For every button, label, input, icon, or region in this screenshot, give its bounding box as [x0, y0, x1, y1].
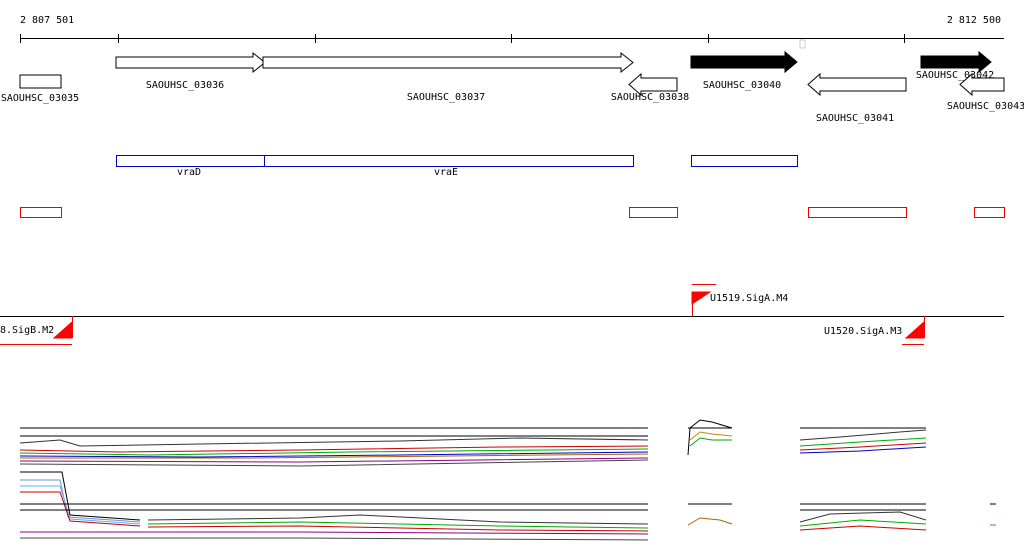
gene-label: SAOUHSC_03043: [947, 101, 1024, 112]
gene-arrow: [959, 72, 1005, 97]
gene-arrow: [262, 51, 634, 74]
gene-arrow: [807, 72, 907, 97]
promoter-marks: [0, 284, 925, 345]
operon-box: [264, 155, 634, 167]
gene-label: SAOUHSC_03035: [1, 93, 79, 104]
gene-arrow: [690, 50, 798, 74]
ruler-start: 2 807 501: [20, 15, 74, 26]
gene-label: SAOUHSC_03036: [146, 80, 224, 91]
gene-label: SAOUHSC_03037: [407, 92, 485, 103]
region-box: [20, 207, 62, 218]
operon-label: vraE: [434, 167, 458, 178]
region-box: [974, 207, 1005, 218]
cursor-marker: [799, 39, 806, 49]
gene-arrow: [19, 74, 62, 89]
ruler-end: 2 812 500: [947, 15, 1001, 26]
region-box: [808, 207, 907, 218]
gene-arrow: [920, 50, 992, 74]
promoter-label: U1520.SigA.M3: [824, 326, 902, 337]
operon-label: vraD: [177, 167, 201, 178]
operon-box: [691, 155, 798, 167]
ruler: [20, 34, 1004, 43]
gene-label: SAOUHSC_03040: [703, 80, 781, 91]
gene-label: SAOUHSC_03042: [916, 70, 994, 81]
expression-panel-top: [19, 419, 927, 467]
gene-arrow: [115, 51, 266, 74]
expression-panel-bottom: [20, 471, 996, 541]
gene-arrow: [628, 72, 678, 97]
region-box: [629, 207, 678, 218]
gene-label: SAOUHSC_03041: [816, 113, 894, 124]
promoter-label: U1519.SigA.M4: [710, 293, 788, 304]
operon-box: [116, 155, 265, 167]
gene-label: SAOUHSC_03038: [611, 92, 689, 103]
promoter-label: 8.SigB.M2: [0, 325, 54, 336]
